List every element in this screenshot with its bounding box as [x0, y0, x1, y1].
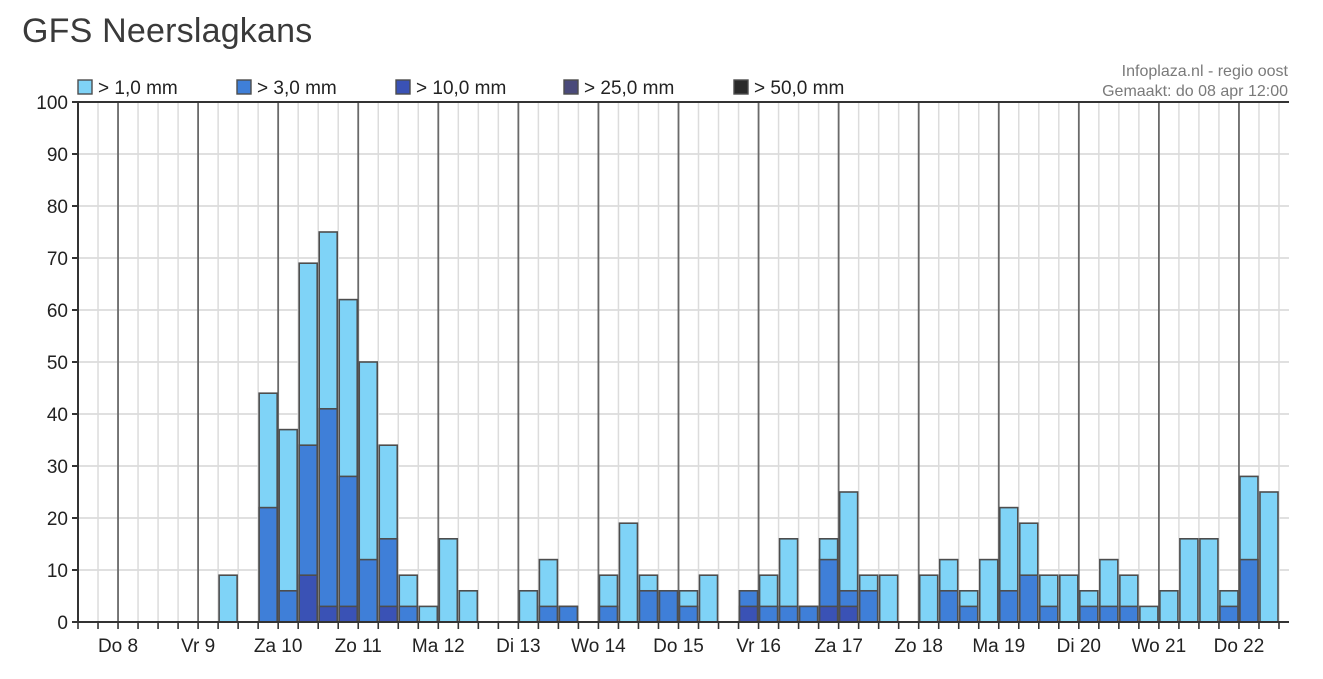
x-day-label: Di 13: [496, 636, 540, 657]
y-tick-label: 20: [47, 509, 68, 530]
bar: [918, 574, 939, 623]
bar: [818, 605, 839, 623]
x-day-label: Za 10: [254, 636, 303, 657]
x-day-label: Zo 18: [894, 636, 943, 657]
bar: [338, 605, 359, 623]
bar: [1059, 574, 1079, 623]
legend-swatch: [733, 79, 749, 95]
legend-label: > 25,0 mm: [584, 78, 674, 99]
chart-axes: 0 10 20 30 40 50 60 70 80 90 100 Do 8 Vr 9 Za 10 Zo 11…: [36, 93, 1289, 657]
bar: [938, 589, 959, 623]
credit-line: Infoplaza.nl - regio oost: [1122, 63, 1289, 80]
bar: [298, 574, 318, 623]
bar: [838, 605, 859, 623]
chart-legend: > 1,0 mm > 3,0 mm > 10,0 mm > 25,0 mm > 50,0…: [77, 78, 844, 99]
bar: [658, 589, 679, 623]
y-tick-label: 70: [47, 249, 68, 270]
bar: [458, 589, 479, 623]
y-tick-label: 90: [47, 145, 68, 166]
bar: [778, 605, 799, 623]
y-tick-label: 50: [47, 353, 68, 374]
y-tick-label: 40: [47, 405, 68, 426]
x-day-label: Ma 19: [972, 636, 1025, 657]
x-day-label: Do 15: [653, 636, 704, 657]
bar: [438, 537, 459, 623]
y-tick-label: 30: [47, 457, 68, 478]
bar: [738, 605, 759, 623]
bar: [1179, 537, 1199, 623]
bar: [218, 574, 238, 623]
bar: [358, 558, 379, 623]
bar: [1199, 537, 1219, 623]
bar: [1239, 558, 1259, 623]
credit-line: Gemaakt: do 08 apr 12:00: [1102, 83, 1288, 100]
y-tick-label: 60: [47, 301, 68, 322]
bar: [1099, 605, 1119, 623]
y-tick-label: 80: [47, 197, 68, 218]
bar: [678, 605, 699, 623]
bar: [558, 605, 579, 623]
legend-label: > 3,0 mm: [257, 78, 337, 99]
chart-bars: [218, 231, 1279, 623]
x-day-label: Di 20: [1057, 636, 1101, 657]
bar: [518, 589, 539, 623]
legend-label: > 50,0 mm: [754, 78, 844, 99]
bar: [1018, 574, 1039, 623]
bar: [798, 605, 819, 623]
bar: [378, 605, 399, 623]
legend-swatch: [563, 79, 579, 95]
chart-credit: Infoplaza.nl - regio oost Gemaakt: do 08 …: [1102, 63, 1288, 100]
bar: [958, 605, 979, 623]
y-tick-label: 100: [36, 93, 68, 114]
bar: [1079, 605, 1099, 623]
y-tick-label: 10: [47, 561, 68, 582]
bar: [1219, 605, 1239, 623]
legend-label: > 10,0 mm: [416, 78, 506, 99]
bar: [878, 574, 899, 623]
x-day-label: Zo 11: [335, 636, 382, 657]
bar: [858, 589, 879, 623]
x-day-label: Do 22: [1214, 636, 1265, 657]
bar: [598, 605, 619, 623]
bar: [278, 589, 298, 623]
bar: [1259, 491, 1279, 623]
page-title: GFS Neerslagkans: [22, 12, 313, 50]
bar: [418, 605, 439, 623]
bar: [1159, 589, 1179, 623]
x-day-label: Wo 14: [571, 636, 626, 657]
bar: [318, 407, 339, 623]
x-day-label: Vr 16: [736, 636, 781, 657]
legend-swatch: [395, 79, 411, 95]
x-day-label: Za 17: [814, 636, 863, 657]
legend-swatch: [236, 79, 252, 95]
bar: [338, 475, 359, 623]
bar: [698, 574, 719, 623]
bar: [638, 589, 659, 623]
bar: [1038, 605, 1059, 623]
bar: [398, 605, 419, 623]
y-tick-label: 0: [57, 613, 68, 634]
bar: [978, 558, 999, 623]
x-day-label: Ma 12: [412, 636, 465, 657]
bar: [758, 605, 779, 623]
bar: [258, 506, 278, 623]
bar: [1139, 605, 1159, 623]
bar: [318, 605, 339, 623]
x-day-label: Vr 9: [181, 636, 215, 657]
legend-swatch: [77, 79, 93, 95]
bar: [618, 522, 639, 623]
bar: [538, 605, 559, 623]
bar: [1119, 605, 1139, 623]
bar: [998, 589, 1019, 623]
legend-label: > 1,0 mm: [98, 78, 178, 99]
x-day-label: Wo 21: [1132, 636, 1187, 657]
x-day-label: Do 8: [98, 636, 138, 657]
